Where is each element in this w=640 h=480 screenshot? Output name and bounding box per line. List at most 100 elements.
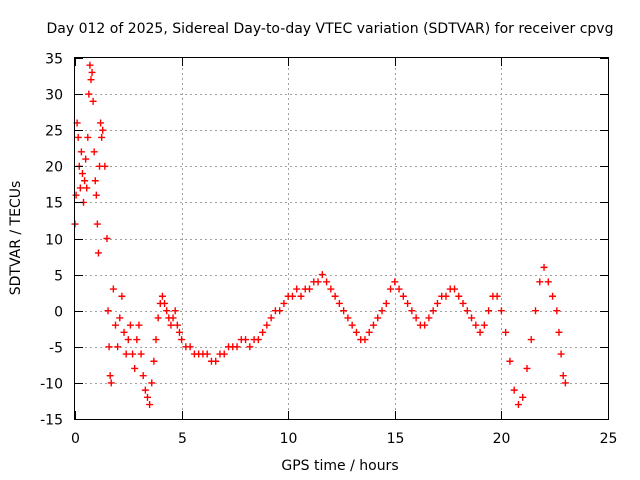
data-point — [84, 133, 92, 141]
data-point — [514, 401, 522, 409]
data-point — [167, 321, 175, 329]
data-point — [77, 148, 85, 156]
data-point — [233, 343, 241, 351]
data-point — [114, 343, 122, 351]
data-point — [254, 336, 262, 344]
y-tick-label: 25 — [45, 124, 63, 140]
y-tick-label: 10 — [45, 233, 63, 249]
data-point — [122, 350, 130, 358]
plot-frame — [74, 57, 609, 420]
data-point — [331, 292, 339, 300]
data-point — [220, 350, 228, 358]
data-point — [510, 386, 518, 394]
data-point — [425, 314, 433, 322]
data-point — [421, 321, 429, 329]
data-point — [74, 133, 82, 141]
data-point — [348, 321, 356, 329]
data-point — [146, 401, 154, 409]
data-point — [455, 292, 463, 300]
data-point — [485, 307, 493, 315]
data-point — [523, 364, 531, 372]
data-point — [361, 336, 369, 344]
data-point — [288, 292, 296, 300]
data-point — [318, 271, 326, 279]
data-point — [549, 292, 557, 300]
data-point — [246, 343, 254, 351]
data-point — [76, 184, 84, 192]
data-point — [120, 328, 128, 336]
data-point — [340, 307, 348, 315]
data-point — [175, 328, 183, 336]
data-point — [555, 328, 563, 336]
data-point — [178, 336, 186, 344]
data-point — [103, 235, 111, 242]
data-point — [480, 321, 488, 329]
data-point — [89, 97, 97, 105]
y-tick-label: 35 — [45, 52, 63, 68]
data-point — [335, 299, 343, 307]
y-tick-label: 20 — [45, 160, 63, 176]
data-point — [527, 336, 535, 344]
data-point — [476, 328, 484, 336]
data-point — [94, 249, 102, 257]
data-point — [497, 307, 505, 315]
y-tick-label: 0 — [54, 305, 63, 321]
data-point — [92, 191, 100, 199]
data-point — [72, 191, 80, 199]
data-point — [468, 314, 476, 322]
data-point — [369, 321, 377, 329]
data-point — [327, 285, 335, 293]
data-point — [280, 299, 288, 307]
data-point — [267, 314, 275, 322]
data-point — [404, 299, 412, 307]
x-axis-label: GPS time / hours — [281, 458, 398, 474]
data-point — [186, 343, 194, 351]
data-point — [344, 314, 352, 322]
data-point — [106, 372, 114, 380]
data-point — [133, 336, 141, 344]
data-point — [212, 357, 220, 365]
data-point — [87, 76, 95, 84]
data-point — [148, 379, 156, 387]
data-point — [553, 307, 561, 315]
data-point — [82, 155, 90, 163]
data-point — [78, 170, 86, 178]
y-tick-label: -15 — [40, 413, 63, 429]
data-point — [143, 393, 151, 401]
data-point — [83, 184, 91, 192]
data-point — [259, 328, 267, 336]
axis-ticks: 0 5 10 15 20 25 -15 -10 -5 0 5 10 15 20 25 30 35 — [40, 52, 617, 448]
data-point — [137, 350, 145, 358]
data-point — [104, 307, 112, 315]
y-tick-label: 5 — [54, 269, 63, 285]
data-point — [107, 379, 115, 387]
data-point — [395, 285, 403, 293]
data-point — [203, 350, 211, 358]
data-point — [408, 307, 416, 315]
data-point — [242, 336, 250, 344]
data-point — [459, 299, 467, 307]
data-point — [81, 177, 89, 185]
data-point — [429, 307, 437, 315]
data-point — [91, 177, 99, 185]
data-point — [561, 379, 569, 387]
data-point — [442, 292, 450, 300]
data-point — [86, 61, 94, 69]
x-tick-label: 0 — [71, 431, 80, 447]
x-tick-label: 15 — [387, 431, 405, 447]
y-axis-label: SDTVAR / TECUs — [8, 181, 24, 296]
data-point — [88, 68, 96, 76]
data-point — [323, 278, 331, 286]
data-point — [141, 386, 149, 394]
data-point — [150, 357, 158, 365]
data-point — [365, 328, 373, 336]
data-point — [154, 314, 162, 322]
data-point — [112, 321, 120, 329]
y-tick-label: -5 — [49, 341, 63, 357]
x-tick-label: 5 — [178, 431, 187, 447]
chart-title: Day 012 of 2025, Sidereal Day-to-day VTE… — [47, 21, 614, 37]
grid-lines — [75, 58, 608, 419]
data-point — [263, 321, 271, 329]
data-point — [536, 278, 544, 286]
data-point — [544, 278, 552, 286]
